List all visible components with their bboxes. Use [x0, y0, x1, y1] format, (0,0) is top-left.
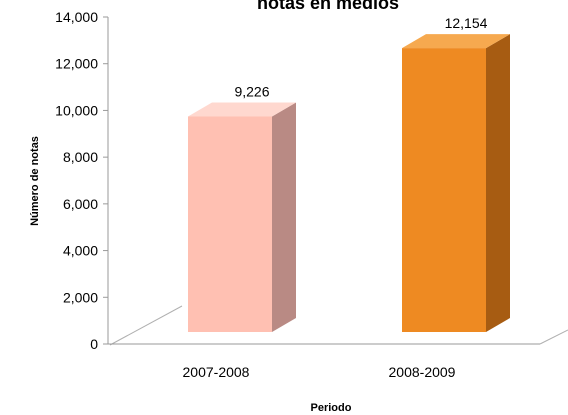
- y-tick-label: 2,000: [63, 289, 98, 305]
- bar-top: [402, 34, 510, 49]
- bar-2007-2008: [188, 102, 296, 333]
- bar-side: [486, 34, 510, 333]
- floor-plane: [109, 305, 568, 346]
- y-axis-ticks: 0 2,000 4,000 6,000 8,000 10,000 12,000 14,000: [55, 9, 108, 352]
- floor-back-edge: [109, 305, 183, 346]
- bars-group: 9,226 12,154: [188, 15, 510, 333]
- x-category-label: 2008-2009: [389, 364, 456, 380]
- bar-front: [402, 48, 486, 333]
- y-axis-label: Número de notas: [29, 136, 41, 226]
- data-label: 12,154: [445, 15, 488, 31]
- floor-right-edge: [539, 329, 568, 345]
- chart-title: notas en medios: [257, 0, 399, 13]
- x-axis-categories: 2007-2008 2008-2009: [183, 364, 456, 380]
- bar-top: [188, 102, 296, 117]
- x-category-label: 2007-2008: [183, 364, 250, 380]
- y-tick-label: 8,000: [63, 149, 98, 165]
- y-tick-label: 10,000: [55, 102, 98, 118]
- y-tick-label: 6,000: [63, 196, 98, 212]
- x-axis-label: Periodo: [311, 402, 352, 414]
- y-tick-label: 14,000: [55, 9, 98, 25]
- bar-side: [272, 102, 296, 332]
- y-tick-label: 0: [90, 336, 98, 352]
- data-label: 9,226: [234, 84, 269, 100]
- bar-2008-2009: [402, 34, 510, 333]
- bar-front: [188, 116, 272, 333]
- y-tick-label: 4,000: [63, 243, 98, 259]
- y-tick-label: 12,000: [55, 56, 98, 72]
